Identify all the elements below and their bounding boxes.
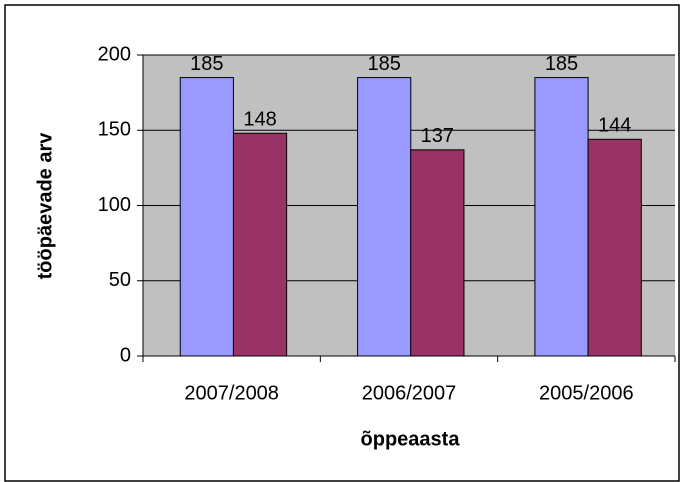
- y-tick-label: 150: [98, 119, 131, 141]
- y-tick-label: 50: [109, 269, 131, 291]
- value-label: 144: [598, 115, 631, 137]
- bar: [232, 132, 288, 357]
- bar: [179, 77, 234, 357]
- bar: [587, 138, 642, 357]
- y-axis-title: tööpäevade arv: [34, 132, 56, 280]
- value-label: 185: [190, 53, 223, 75]
- x-tick-label: 2006/2007: [362, 382, 457, 404]
- y-tick-label: 100: [98, 194, 131, 216]
- y-tick-label: 200: [98, 43, 131, 65]
- x-axis-title: õppeaasta: [361, 428, 461, 450]
- value-label: 137: [421, 125, 454, 147]
- value-label: 148: [243, 109, 276, 131]
- bar: [534, 77, 589, 357]
- x-tick-label: 2007/2008: [184, 382, 279, 404]
- value-label: 185: [367, 53, 400, 75]
- bar: [357, 77, 412, 357]
- x-tick-label: 2005/2006: [539, 382, 634, 404]
- bar: [410, 149, 465, 357]
- y-tick-label: 0: [120, 344, 131, 366]
- value-label: 185: [545, 53, 578, 75]
